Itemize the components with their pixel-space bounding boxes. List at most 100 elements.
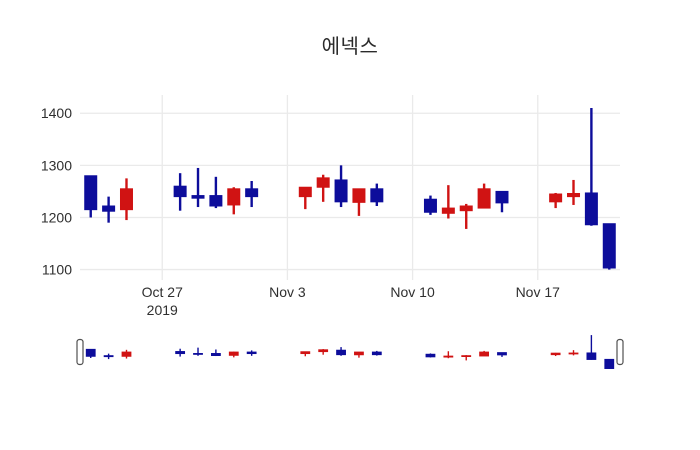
- candle[interactable]: [191, 167, 205, 208]
- candle-body: [209, 195, 223, 207]
- rangeslider-candle: [85, 348, 96, 358]
- x-tick-label: Oct 27: [142, 284, 183, 300]
- rangeslider-candle-body: [479, 351, 490, 357]
- y-tick-label: 1200: [41, 209, 72, 225]
- rangeslider-candle-body: [193, 353, 203, 355]
- candle-body: [102, 205, 116, 212]
- rangeslider-candle: [318, 349, 329, 355]
- y-tick-label: 1400: [41, 105, 72, 121]
- x-tick-label: Nov 10: [390, 284, 435, 300]
- rangeslider-candle-body: [175, 351, 186, 355]
- candle[interactable]: [477, 183, 491, 209]
- rangeslider-candle-body: [318, 349, 329, 353]
- candle[interactable]: [245, 180, 259, 208]
- candle[interactable]: [334, 165, 348, 208]
- candle-body: [567, 192, 581, 198]
- candle-body: [423, 198, 437, 213]
- candle[interactable]: [549, 192, 563, 209]
- rangeslider-candle: [193, 347, 203, 356]
- rangeslider-candle: [497, 352, 507, 357]
- candle[interactable]: [119, 178, 133, 221]
- rangeslider[interactable]: [80, 334, 620, 370]
- rangeslider-candle: [443, 351, 454, 359]
- candle-body: [316, 177, 330, 188]
- candle-body: [245, 188, 259, 198]
- rangeslider-candle-body: [300, 351, 311, 355]
- candle-body: [298, 186, 312, 198]
- rangeslider-candle-body: [461, 355, 472, 358]
- rangeslider-candle: [210, 349, 221, 357]
- rangeslider-candle: [586, 335, 597, 360]
- candle-body: [352, 188, 366, 203]
- candle[interactable]: [352, 188, 366, 216]
- candle-body: [227, 188, 241, 206]
- rangeslider-candle: [371, 350, 382, 356]
- rangeslider-candle: [461, 355, 472, 361]
- candle[interactable]: [602, 223, 616, 270]
- candle[interactable]: [173, 173, 187, 211]
- rangeslider-candle: [550, 352, 561, 357]
- y-tick-label: 1100: [42, 262, 72, 278]
- candle[interactable]: [84, 175, 98, 218]
- candle[interactable]: [459, 203, 473, 229]
- rangeslider-candle: [336, 347, 346, 356]
- x-tick-label: Nov 17: [516, 284, 561, 300]
- candle[interactable]: [567, 179, 581, 205]
- rangeslider-candle-body: [210, 353, 221, 357]
- rangeslider-candle: [354, 351, 364, 358]
- rangeslider-candle: [121, 349, 132, 359]
- rangeslider-candle-body: [568, 352, 579, 355]
- candle[interactable]: [370, 183, 384, 206]
- rangeslider-candle: [300, 351, 311, 357]
- candle-body: [602, 223, 616, 269]
- rangeslider-candle: [246, 350, 257, 356]
- rangeslider-candle-body: [228, 351, 239, 356]
- rangeslider-candle-body: [85, 348, 96, 357]
- y-tick-label: 1300: [41, 157, 72, 173]
- x-tick-year-label: 2019: [147, 302, 178, 318]
- rangeslider-candle-body: [121, 351, 132, 357]
- candle-body: [441, 207, 455, 214]
- rangeslider-candle-body: [246, 351, 257, 355]
- candle[interactable]: [423, 195, 437, 215]
- candle-body: [84, 175, 98, 211]
- rangeslider-left-handle[interactable]: [76, 338, 84, 366]
- rangeslider-candle-body: [425, 353, 436, 358]
- candle-body: [119, 188, 133, 211]
- rangeslider-candle-body: [336, 349, 346, 356]
- rangeslider-candle: [604, 358, 615, 369]
- candle-body: [495, 190, 509, 204]
- candle[interactable]: [209, 176, 223, 209]
- rangeslider-candle-body: [497, 352, 507, 356]
- candle[interactable]: [298, 186, 312, 210]
- candle[interactable]: [227, 187, 241, 215]
- rangeslider-candle: [479, 350, 490, 357]
- candle[interactable]: [441, 185, 455, 219]
- rangeslider-candle-body: [586, 352, 597, 360]
- candle-body: [370, 188, 384, 203]
- candle[interactable]: [102, 196, 116, 223]
- rangeslider-candle-body: [604, 358, 615, 369]
- candle[interactable]: [316, 174, 330, 202]
- rangeslider-candle-body: [371, 351, 382, 356]
- candle-body: [173, 185, 187, 198]
- candle[interactable]: [495, 190, 509, 213]
- candle-body: [477, 188, 491, 209]
- rangeslider-candle: [175, 348, 186, 357]
- rangeslider-candle-body: [443, 355, 454, 358]
- rangeslider-right-handle[interactable]: [616, 338, 624, 366]
- rangeslider-candle-body: [550, 352, 561, 356]
- candle-body: [334, 179, 348, 203]
- candle-body: [549, 193, 563, 203]
- rangeslider-candle: [228, 351, 239, 358]
- x-tick-label: Nov 3: [269, 284, 306, 300]
- rangeslider-candle: [103, 353, 114, 360]
- candle-body: [459, 205, 473, 212]
- candle-body: [191, 195, 205, 199]
- rangeslider-candle: [425, 353, 436, 358]
- rangeslider-candle: [568, 350, 579, 356]
- rangeslider-candle-body: [354, 351, 364, 356]
- candle[interactable]: [584, 108, 598, 226]
